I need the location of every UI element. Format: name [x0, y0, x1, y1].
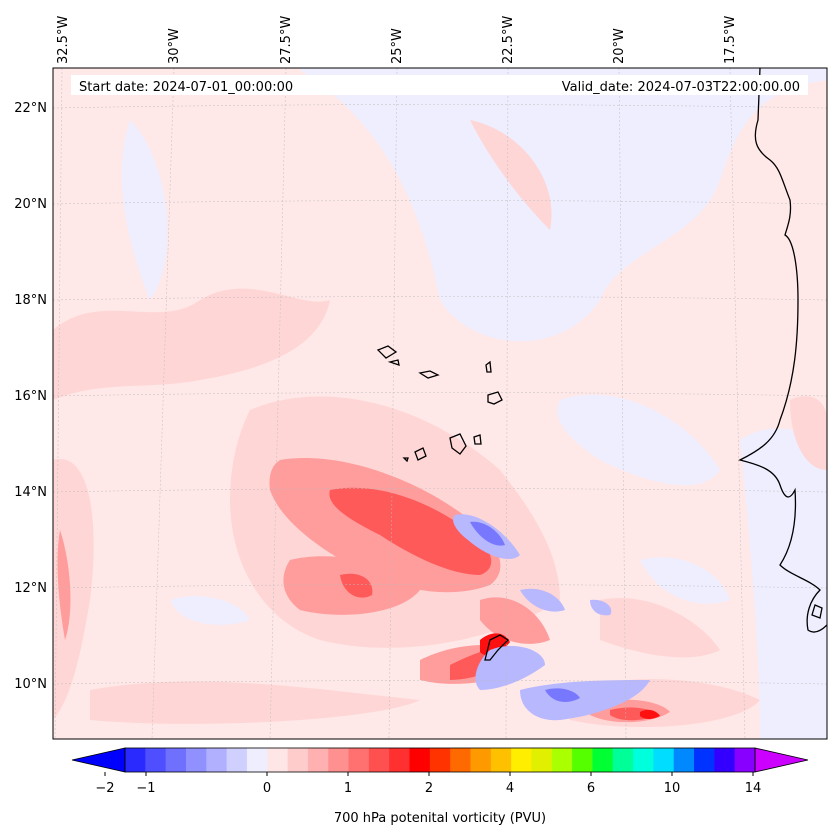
- coastal-features: [484, 604, 823, 661]
- colorbar-segment: [653, 748, 675, 772]
- colorbar-frame: [124, 747, 756, 773]
- colorbar-tick-label: 10: [664, 781, 681, 796]
- lat-label-20n: 20°N: [14, 197, 47, 212]
- colorbar-tick-label: 14: [745, 781, 762, 796]
- colorbar-segment: [267, 748, 289, 772]
- colorbar-tick-label: −1: [136, 781, 155, 796]
- pv-low-negative-areas: [121, 68, 827, 739]
- colorbar-segment: [470, 748, 492, 772]
- colorbar-segment: [185, 748, 207, 772]
- lat-label-10n: 10°N: [14, 677, 47, 692]
- colorbar-segments: [125, 748, 756, 772]
- colorbar-segment: [206, 748, 228, 772]
- colorbar-tick-label: 2: [425, 781, 433, 796]
- colorbar-segment: [125, 748, 146, 772]
- colorbar-segment: [551, 748, 573, 772]
- colorbar-segment: [673, 748, 695, 772]
- lat-label-22n: 22°N: [14, 101, 47, 116]
- pv-strong-negative-areas: [470, 521, 580, 702]
- colorbar-segment: [287, 748, 309, 772]
- colorbar-segment: [511, 748, 533, 772]
- lat-label-12n: 12°N: [14, 581, 47, 596]
- colorbar-segment: [246, 748, 268, 772]
- colorbar-segment: [368, 748, 390, 772]
- colorbar-segment: [328, 748, 350, 772]
- colorbar-segment: [348, 748, 370, 772]
- map-panel[interactable]: [53, 68, 827, 739]
- colorbar-segment: [145, 748, 167, 772]
- coastlines: [376, 68, 827, 661]
- lon-label-20w: 20°W: [612, 28, 627, 64]
- colorbar-tick-label: 1: [344, 781, 352, 796]
- lon-label-27-5w: 27.5°W: [279, 16, 294, 64]
- lat-label-16n: 16°N: [14, 389, 47, 404]
- colorbar-segment: [226, 748, 248, 772]
- start-date-label: Start date: 2024-07-01_00:00:00: [79, 80, 293, 95]
- colorbar-segment: [389, 748, 411, 772]
- valid-date-label: Valid_date: 2024-07-03T22:00:00.00: [562, 80, 800, 95]
- colorbar-segment: [450, 748, 472, 772]
- colorbar-segment: [633, 748, 654, 772]
- map-frame: [52, 67, 828, 740]
- colorbar-label: 700 hPa potenital vorticity (PVU): [334, 811, 546, 826]
- longitude-labels: 32.5°W 30°W 27.5°W 25°W 22.5°W 20°W 17.5…: [56, 16, 738, 64]
- lon-label-17-5w: 17.5°W: [723, 16, 738, 64]
- latitude-labels: 22°N 20°N 18°N 16°N 14°N 12°N 10°N: [14, 101, 47, 692]
- colorbar-ticks: −2 −1 0 1 2 4 6 10 14: [95, 772, 761, 796]
- lon-label-22-5w: 22.5°W: [501, 16, 516, 64]
- cape-verde-islands: [376, 345, 503, 463]
- colorbar-min-extension: [71, 747, 126, 773]
- colorbar-segment: [165, 748, 187, 772]
- colorbar-tick-label: 0: [263, 781, 271, 796]
- colorbar-tick-label: −2: [95, 781, 114, 796]
- colorbar-tick-label: 6: [587, 781, 595, 796]
- colorbar-segment: [531, 748, 553, 772]
- colorbar-segment: [592, 748, 614, 772]
- colorbar-segment: [612, 748, 634, 772]
- colorbar-segment: [714, 748, 736, 772]
- colorbar-segment: [409, 748, 431, 772]
- lon-label-25w: 25°W: [390, 28, 405, 64]
- lat-label-18n: 18°N: [14, 293, 47, 308]
- lon-label-30w: 30°W: [167, 28, 182, 64]
- colorbar-segment: [307, 748, 329, 772]
- colorbar-tick-label: 4: [506, 781, 514, 796]
- colorbar-segment: [490, 748, 512, 772]
- colorbar: −2 −1 0 1 2 4 6 10 14 700 hPa potenital vorticit…: [71, 747, 809, 826]
- header-box: [71, 75, 808, 95]
- colorbar-max-extension: [754, 747, 809, 773]
- colorbar-segment: [734, 748, 756, 772]
- colorbar-segment: [429, 748, 451, 772]
- africa-coastline: [738, 68, 827, 633]
- lat-label-14n: 14°N: [14, 485, 47, 500]
- colorbar-segment: [572, 748, 594, 772]
- colorbar-segment: [694, 748, 715, 772]
- lon-label-32-5w: 32.5°W: [56, 16, 71, 64]
